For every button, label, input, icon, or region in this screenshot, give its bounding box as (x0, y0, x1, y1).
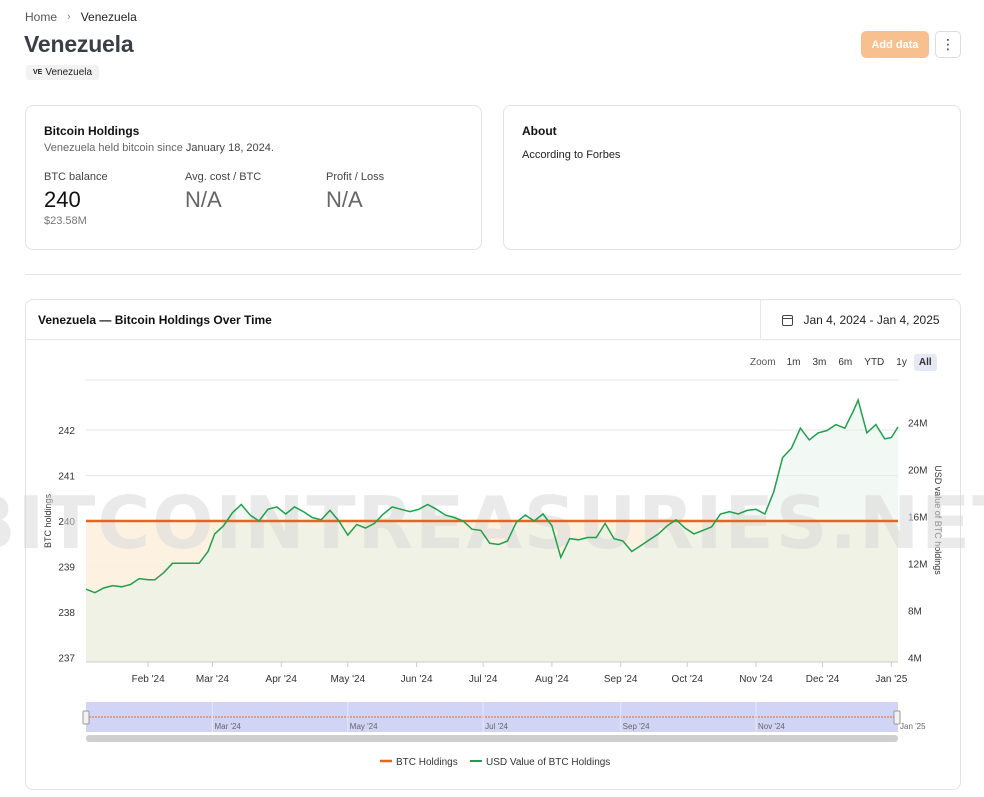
y-right-tick-label: 8M (908, 606, 922, 617)
calendar-icon (782, 314, 794, 326)
x-tick-label: Oct '24 (672, 674, 704, 685)
profit-loss-stat: Profit / Loss N/A (326, 171, 384, 213)
y-right-tick-label: 4M (908, 653, 922, 664)
y-right-tick-label: 20M (908, 465, 927, 476)
zoom-1m-button[interactable]: 1m (786, 357, 801, 368)
usd-value-line (85, 397, 899, 594)
x-tick-label: Feb '24 (132, 674, 165, 685)
x-tick-label: Jul '24 (469, 674, 498, 685)
y-right-tick-label: 12M (908, 559, 927, 570)
holdings-subtitle: Venezuela held bitcoin since January 18,… (44, 142, 274, 154)
section-divider (25, 274, 961, 275)
breadcrumb-home-link[interactable]: Home (25, 10, 58, 24)
flag-icon: VE (33, 69, 43, 76)
navigator-tick-label: Sep '24 (623, 722, 650, 731)
profit-loss-value: N/A (326, 187, 363, 212)
zoom-6m-button[interactable]: 6m (838, 357, 853, 368)
y-left-tick-label: 237 (58, 653, 75, 664)
x-tick-label: Aug '24 (535, 674, 569, 685)
page-title: Venezuela (24, 31, 134, 57)
bitcoin-holdings-card: Bitcoin Holdings Venezuela held bitcoin … (25, 105, 482, 250)
x-tick-label: Jan '25 (875, 674, 907, 685)
chart-title: Venezuela — Bitcoin Holdings Over Time (38, 313, 272, 327)
legend-btc-label: BTC Holdings (396, 757, 458, 768)
navigator-tick-label: Jul '24 (485, 722, 508, 731)
y-left-tick-label: 242 (58, 426, 75, 437)
y-left-tick-label: 238 (58, 608, 75, 619)
zoom-all-button[interactable]: All (913, 354, 937, 371)
country-badge: VE Venezuela (26, 65, 100, 80)
more-options-icon[interactable]: ⋮ (935, 31, 961, 58)
zoom-controls: Zoom 1m 3m 6m YTD 1y All (750, 354, 937, 371)
navigator-scrollbar (86, 735, 898, 742)
chevron-right-icon: › (67, 11, 71, 23)
date-range-picker[interactable]: Jan 4, 2024 - Jan 4, 2025 (760, 300, 961, 340)
y-left-tick-label: 240 (58, 517, 75, 528)
zoom-ytd-button[interactable]: YTD (864, 357, 885, 368)
x-tick-label: May '24 (330, 674, 365, 685)
country-badge-label: Venezuela (45, 67, 93, 78)
holdings-since-date: January 18, 2024. (185, 142, 274, 154)
zoom-label: Zoom (750, 357, 776, 368)
navigator-tick-label: Nov '24 (758, 722, 785, 731)
y-left-tick-label: 241 (58, 472, 75, 483)
chart-header: Venezuela — Bitcoin Holdings Over Time J… (26, 300, 960, 340)
btc-balance-value: 240 (44, 187, 81, 212)
about-text: According to Forbes (522, 149, 621, 161)
holdings-subtitle-text: Venezuela held bitcoin since (44, 142, 183, 154)
breadcrumb: Home › Venezuela (25, 10, 137, 24)
breadcrumb-current: Venezuela (80, 10, 137, 24)
y-left-axis-label: BTC holdings (43, 493, 53, 548)
x-tick-label: Sep '24 (604, 674, 638, 685)
profit-loss-label: Profit / Loss (326, 171, 385, 183)
avg-cost-label: Avg. cost / BTC (185, 171, 262, 183)
zoom-3m-button[interactable]: 3m (812, 357, 827, 368)
x-tick-label: Nov '24 (739, 674, 773, 685)
btc-balance-label: BTC balance (44, 171, 108, 183)
x-tick-label: Mar '24 (196, 674, 229, 685)
avg-cost-value: N/A (185, 187, 222, 212)
y-right-tick-label: 16M (908, 512, 927, 523)
y-left-tick-label: 239 (58, 562, 75, 573)
holdings-card-title: Bitcoin Holdings (44, 124, 140, 138)
x-tick-label: Apr '24 (266, 674, 298, 685)
navigator-right-handle (893, 710, 901, 725)
navigator-left-handle (82, 710, 90, 725)
date-range-label: Jan 4, 2024 - Jan 4, 2025 (803, 313, 940, 327)
y-right-axis-label: USD value of BTC holdings (933, 465, 943, 575)
navigator-tick-label: May '24 (350, 722, 378, 731)
about-title: About (522, 124, 557, 138)
x-tick-label: Dec '24 (806, 674, 840, 685)
usd-value-area (86, 400, 898, 662)
about-card: About According to Forbes (503, 105, 961, 250)
btc-balance-stat: BTC balance 240 $23.58M (44, 171, 108, 227)
usd-value: $23.58M (44, 215, 87, 227)
add-data-button[interactable]: Add data (861, 31, 929, 58)
y-right-tick-label: 24M (908, 418, 927, 429)
legend-usd-label: USD Value of BTC Holdings (486, 757, 610, 768)
watermark: BITCOINTREASURIES.NET (0, 481, 984, 565)
navigator-tick-label: Mar '24 (214, 722, 241, 731)
zoom-1y-button[interactable]: 1y (896, 357, 907, 368)
navigator-tick-label: Jan '25 (900, 722, 926, 731)
avg-cost-stat: Avg. cost / BTC N/A (185, 171, 261, 213)
x-tick-label: Jun '24 (401, 674, 433, 685)
